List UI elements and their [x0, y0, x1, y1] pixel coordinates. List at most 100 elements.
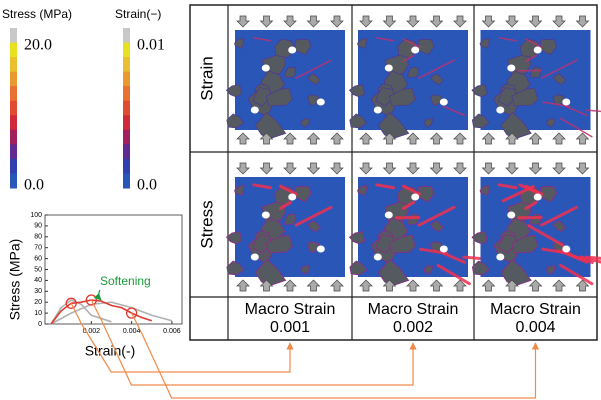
micrograph — [349, 163, 490, 291]
load-arrow — [284, 133, 296, 144]
y-tick-label: 100 — [30, 212, 42, 219]
colorbar-segment — [123, 72, 130, 87]
void — [534, 47, 542, 54]
load-arrow — [308, 280, 320, 291]
colorbar-segment — [10, 173, 17, 188]
figure: Stress (MPa)20.00.0Strain(−)0.010.001020… — [0, 0, 601, 400]
load-arrow — [261, 163, 273, 174]
void — [374, 107, 382, 114]
void — [534, 194, 542, 201]
load-arrow — [530, 163, 542, 174]
load-arrow — [431, 280, 443, 291]
load-arrow — [360, 133, 372, 144]
load-arrow — [407, 280, 419, 291]
void — [251, 107, 259, 114]
y-tick-label: 50 — [34, 266, 42, 273]
load-arrow — [261, 16, 273, 27]
void — [288, 47, 296, 54]
y-tick-label: 10 — [34, 310, 42, 317]
load-arrow — [483, 16, 495, 27]
load-arrow — [530, 133, 542, 144]
column-title: Macro Strain — [368, 301, 459, 318]
load-arrow — [454, 133, 466, 144]
aggregate — [226, 85, 241, 97]
column-title: Macro Strain — [490, 301, 581, 318]
load-arrow — [331, 280, 343, 291]
load-arrow — [577, 163, 589, 174]
void — [562, 99, 570, 106]
page: Stress (MPa)20.00.0Strain(−)0.010.001020… — [0, 0, 601, 400]
load-arrow — [553, 133, 565, 144]
void — [251, 254, 259, 261]
void — [385, 65, 393, 72]
load-arrow — [506, 163, 518, 174]
load-arrow — [483, 133, 495, 144]
colorbar-segment — [10, 144, 17, 159]
void — [317, 246, 325, 253]
colorbar-segment — [123, 144, 130, 159]
colorbar-label: Stress (MPa) — [2, 7, 72, 21]
y-tick-label: 80 — [34, 234, 42, 241]
colorbar-segment — [123, 101, 130, 116]
colorbar-segment — [10, 43, 17, 58]
y-tick-label: 70 — [34, 245, 42, 252]
load-arrow — [431, 16, 443, 27]
colorbar-segment — [123, 130, 130, 145]
load-arrow — [284, 163, 296, 174]
x-tick-label: 0.006 — [163, 328, 181, 335]
load-arrow — [308, 16, 320, 27]
colorbar-segment — [123, 115, 130, 130]
load-arrow — [483, 280, 495, 291]
colorbar-segment — [10, 72, 17, 87]
micrograph — [349, 16, 468, 144]
void — [496, 107, 504, 114]
void — [262, 212, 270, 219]
y-tick-label: 20 — [34, 299, 42, 306]
void — [288, 194, 296, 201]
load-arrow — [553, 163, 565, 174]
load-arrow — [360, 280, 372, 291]
load-arrow — [360, 16, 372, 27]
y-tick-label: 60 — [34, 255, 42, 262]
colorbar-segment — [10, 101, 17, 116]
load-arrow — [308, 163, 320, 174]
void — [562, 246, 570, 253]
row-header: Strain — [197, 56, 216, 100]
column-value: 0.002 — [393, 319, 433, 336]
load-arrow — [407, 163, 419, 174]
colorbar-segment — [123, 173, 130, 188]
colorbar-segment — [10, 115, 17, 130]
load-arrow — [331, 133, 343, 144]
load-arrow — [360, 163, 372, 174]
load-arrow — [284, 280, 296, 291]
load-arrow — [431, 133, 443, 144]
load-arrow — [577, 133, 589, 144]
colorbar-segment — [123, 43, 130, 58]
colorbar-min: 0.0 — [137, 177, 157, 194]
colorbar-min: 0.0 — [24, 177, 44, 194]
load-arrow — [237, 133, 249, 144]
colorbar-max: 0.01 — [137, 37, 165, 54]
void — [411, 47, 419, 54]
micrograph — [472, 16, 601, 144]
void — [507, 212, 515, 219]
load-arrow — [530, 16, 542, 27]
row-header: Stress — [197, 200, 216, 248]
colorbar-segment — [123, 86, 130, 101]
load-arrow — [407, 133, 419, 144]
void — [385, 212, 393, 219]
load-arrow — [530, 280, 542, 291]
void — [496, 254, 504, 261]
load-arrow — [454, 163, 466, 174]
void — [317, 99, 325, 106]
colorbar-segment — [10, 130, 17, 145]
load-arrow — [384, 16, 396, 27]
y-tick-label: 0 — [38, 321, 42, 328]
micrograph — [226, 16, 345, 144]
column-title: Macro Strain — [245, 301, 336, 318]
void — [374, 254, 382, 261]
colorbar-max: 20.0 — [24, 37, 52, 54]
y-tick-label: 40 — [34, 277, 42, 284]
load-arrow — [483, 163, 495, 174]
void — [440, 246, 448, 253]
